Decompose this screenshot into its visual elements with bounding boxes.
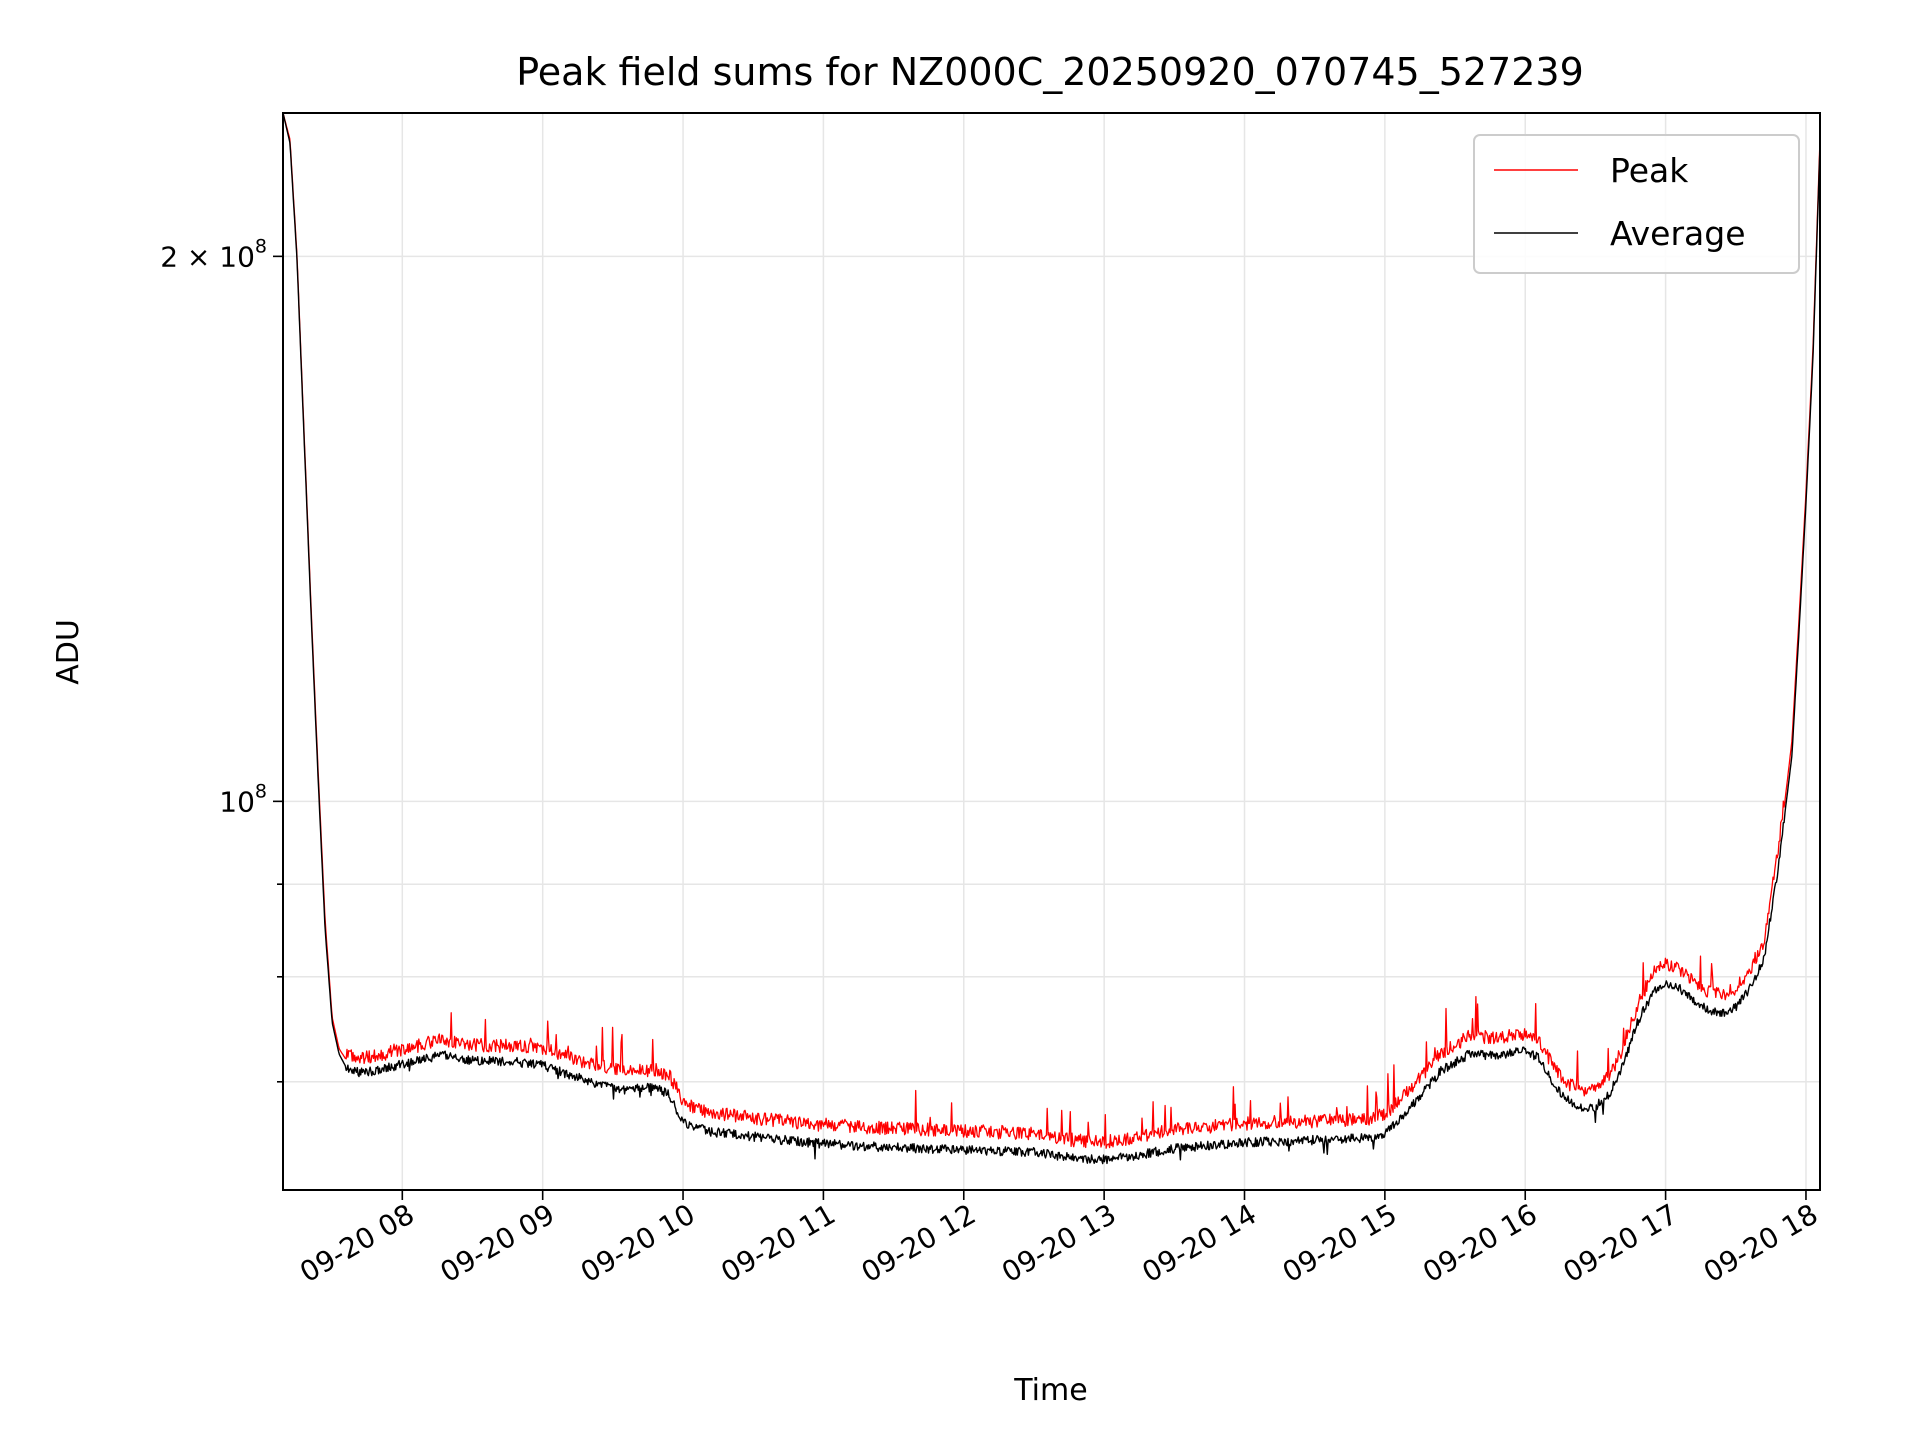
y-tick-label-exponent: 8 — [255, 780, 267, 802]
y-axis-label: ADU — [51, 619, 86, 685]
y-tick-label-0: 108 — [219, 780, 267, 818]
y-tick-label-mantissa: 2 × 10 — [160, 240, 255, 273]
y-tick-label-mantissa: 10 — [219, 785, 255, 818]
series-line-average — [283, 113, 1820, 1165]
plot-frame — [282, 112, 1821, 1191]
legend: Peak Average — [1473, 134, 1800, 274]
legend-label-average: Average — [1610, 214, 1746, 253]
y-tick-label-exponent: 8 — [255, 235, 267, 257]
x-axis-label: Time — [1013, 1373, 1087, 1408]
legend-label-peak: Peak — [1610, 151, 1689, 190]
chart-title: Peak field sums for NZ000C_20250920_0707… — [516, 50, 1584, 94]
grid — [283, 113, 1820, 1190]
y-tick-label-1: 2 × 108 — [160, 235, 267, 273]
series-line-peak — [283, 113, 1820, 1149]
series-layer — [283, 113, 1820, 1165]
